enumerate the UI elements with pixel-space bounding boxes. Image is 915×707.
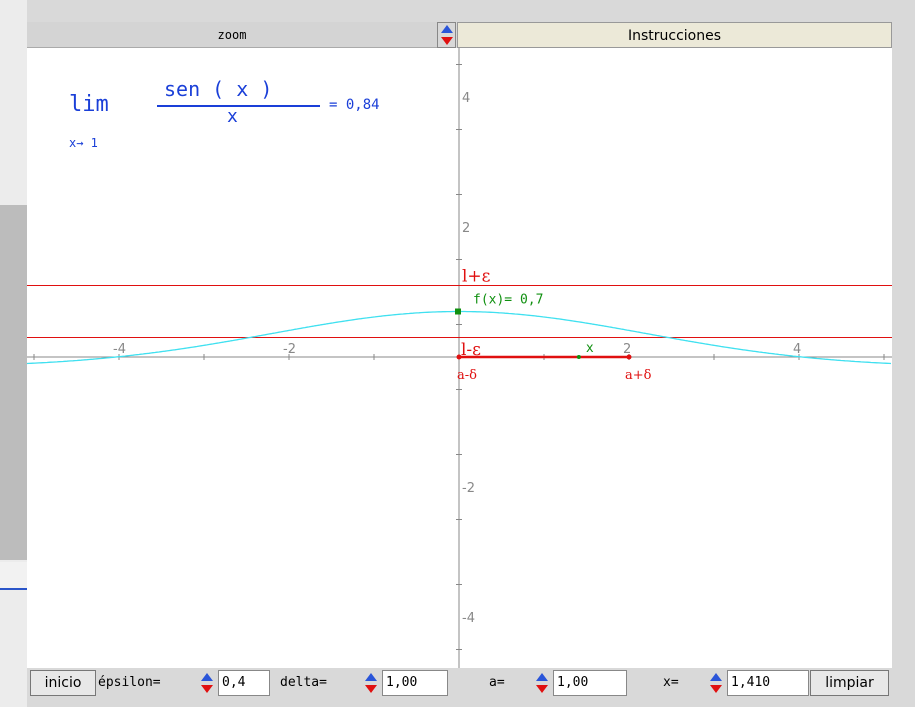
delta-spinner[interactable] (363, 670, 380, 696)
x-down-icon[interactable] (710, 685, 722, 693)
zoom-button[interactable]: zoom (27, 22, 437, 48)
fx-value-label: f(x)= 0,7 (473, 293, 543, 308)
lower-epsilon-label: l-ε (461, 340, 481, 360)
a-plus-delta-point (626, 354, 632, 360)
upper-epsilon-label: l+ε (462, 267, 491, 287)
a-label: a= (489, 675, 505, 690)
a-plus-delta-label: a+δ (625, 368, 652, 383)
epsilon-down-icon[interactable] (201, 685, 213, 693)
limit-subscript: x→ 1 (69, 136, 98, 150)
x-tick-label: 4 (793, 342, 801, 357)
spinner-up-icon[interactable] (441, 25, 453, 33)
a-up-icon[interactable] (536, 673, 548, 681)
numerator-text: sen ( x ) (164, 77, 273, 101)
fx-marker-point (455, 308, 461, 315)
epsilon-spinner[interactable] (199, 670, 216, 696)
y-tick-label: 2 (462, 221, 470, 236)
a-minus-delta-point (456, 354, 462, 360)
inicio-button[interactable]: inicio (30, 670, 96, 696)
x-field[interactable]: 1,410 (727, 670, 809, 696)
lim-text: lim (69, 92, 109, 117)
epsilon-up-icon[interactable] (201, 673, 213, 681)
delta-label: delta= (280, 675, 327, 690)
delta-down-icon[interactable] (365, 685, 377, 693)
top-toolbar: zoom Instrucciones (27, 22, 892, 48)
delta-up-icon[interactable] (365, 673, 377, 681)
bottom-controls: inicio épsilon= 0,4 delta= 1,00 a= 1,00 … (27, 668, 892, 700)
graph-canvas[interactable]: -4 -2 2 4 4 2 -2 -4 l+ε l-ε f(x)= 0,7 x a-δ a+δ lim … (27, 48, 892, 668)
x-up-icon[interactable] (710, 673, 722, 681)
result-text: = 0,84 (329, 97, 380, 113)
zoom-spinner[interactable] (437, 22, 456, 48)
epsilon-label: épsilon= (98, 675, 161, 690)
x-tick-label: -2 (283, 342, 296, 357)
left-partial-field[interactable] (0, 562, 27, 590)
y-tick-label: -2 (462, 481, 475, 496)
fraction-line (157, 105, 320, 107)
a-spinner[interactable] (534, 670, 551, 696)
x-label: x= (663, 675, 679, 690)
a-field[interactable]: 1,00 (553, 670, 627, 696)
graph-svg: -4 -2 2 4 4 2 -2 -4 l+ε l-ε f(x)= 0,7 x a-δ a+δ (27, 48, 892, 668)
a-minus-delta-label: a-δ (457, 368, 477, 383)
instructions-button[interactable]: Instrucciones (457, 22, 892, 48)
x-tick-label: -4 (113, 342, 126, 357)
x-marker-label: x (586, 341, 594, 356)
epsilon-field[interactable]: 0,4 (218, 670, 270, 696)
spinner-down-icon[interactable] (441, 37, 453, 45)
a-down-icon[interactable] (536, 685, 548, 693)
y-tick-label: -4 (462, 611, 475, 626)
x-tick-label: 2 (623, 342, 631, 357)
delta-field[interactable]: 1,00 (382, 670, 448, 696)
x-spinner[interactable] (708, 670, 725, 696)
denominator-text: x (227, 106, 238, 127)
x-marker-point[interactable] (576, 355, 581, 359)
y-tick-label: 4 (462, 91, 470, 106)
left-scrollbar[interactable] (0, 205, 27, 560)
limpiar-button[interactable]: limpiar (810, 670, 889, 696)
